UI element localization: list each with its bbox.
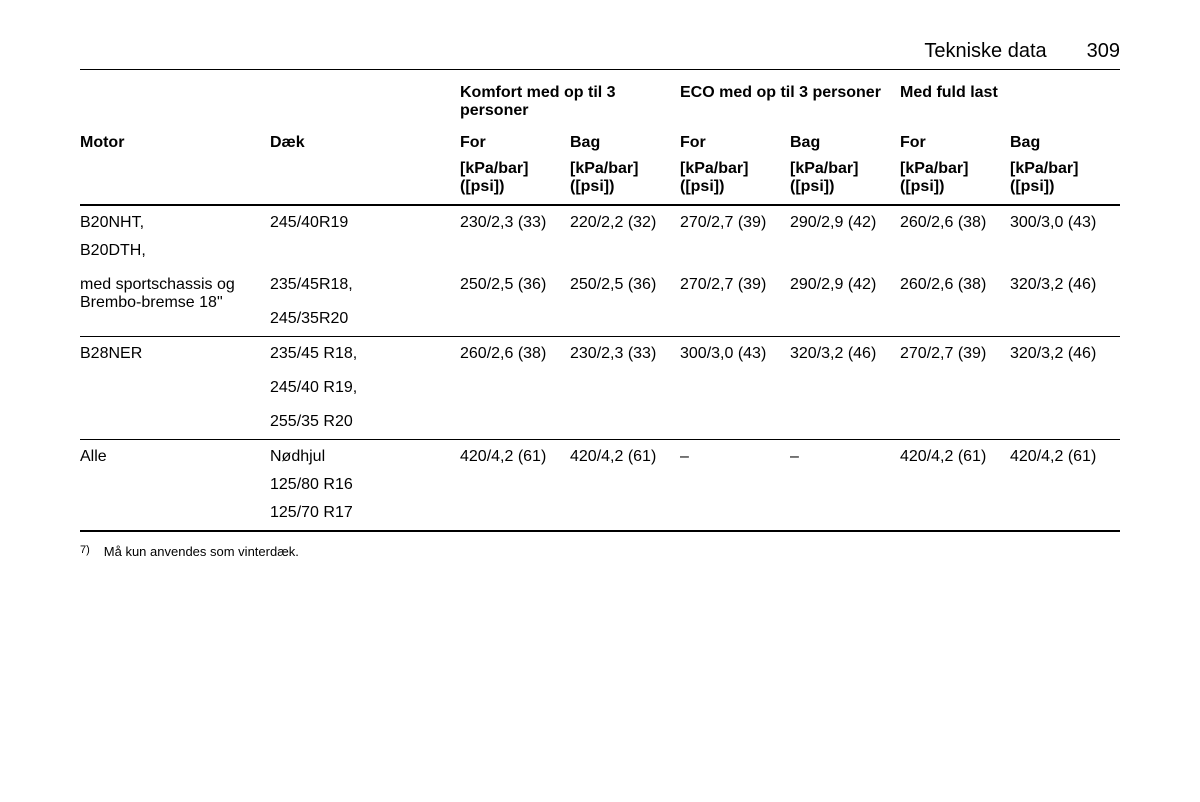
motor-cell: B20NHT, xyxy=(80,206,270,240)
motor-cell: Alle xyxy=(80,440,270,475)
bottom-rule xyxy=(80,530,1120,532)
value-cell: 320/3,2 (46) xyxy=(1010,337,1120,372)
value-cell: 260/2,6 (38) xyxy=(900,206,1010,240)
value-cell: 230/2,3 (33) xyxy=(460,206,570,240)
value-cell: – xyxy=(790,440,900,475)
value-cell: 420/4,2 (61) xyxy=(460,440,570,475)
unit-label: [kPa/bar] ([psi]) xyxy=(1010,156,1120,204)
tyre-cell: 245/35R20 xyxy=(270,302,460,337)
value-cell: 260/2,6 (38) xyxy=(900,268,1010,302)
value-cell: 420/4,2 (61) xyxy=(1010,440,1120,475)
page-header: Tekniske data 309 xyxy=(80,40,1120,63)
value-cell: 270/2,7 (39) xyxy=(680,206,790,240)
value-cell: 420/4,2 (61) xyxy=(570,440,680,475)
table-row: 125/80 R16 xyxy=(80,474,1120,502)
table-group-header-row: Komfort med op til 3 personer ECO med op… xyxy=(80,70,1120,124)
value-cell: 320/3,2 (46) xyxy=(790,337,900,372)
tyre-cell: Nødhjul xyxy=(270,440,460,475)
tyre-cell: 235/45R18, xyxy=(270,268,460,302)
motor-cell: B28NER xyxy=(80,337,270,372)
unit-label: [kPa/bar] ([psi]) xyxy=(570,156,680,204)
value-cell: 300/3,0 (43) xyxy=(1010,206,1120,240)
col-tyre: Dæk xyxy=(270,124,460,156)
value-cell: 320/3,2 (46) xyxy=(1010,268,1120,302)
table-row: 125/70 R17 xyxy=(80,502,1120,530)
tyre-cell: 125/80 R16 xyxy=(270,474,460,502)
value-cell: 300/3,0 (43) xyxy=(680,337,790,372)
col-full-rear: Bag xyxy=(1010,124,1120,156)
unit-label: [kPa/bar] ([psi]) xyxy=(790,156,900,204)
table-unit-header-row: [kPa/bar] ([psi]) [kPa/bar] ([psi]) [kPa… xyxy=(80,156,1120,204)
col-group-full: Med fuld last xyxy=(900,70,1120,124)
col-comfort-front: For xyxy=(460,124,570,156)
col-eco-front: For xyxy=(680,124,790,156)
unit-label: [kPa/bar] ([psi]) xyxy=(460,156,570,204)
col-group-comfort: Komfort med op til 3 personer xyxy=(460,70,680,124)
col-full-front: For xyxy=(900,124,1010,156)
table-row: B20DTH, xyxy=(80,240,1120,268)
value-cell: 290/2,9 (42) xyxy=(790,206,900,240)
tyre-cell: 245/40R19 xyxy=(270,206,460,240)
footnote-marker: 7) xyxy=(80,544,90,561)
value-cell: 420/4,2 (61) xyxy=(900,440,1010,475)
table-row: B20NHT, 245/40R19 230/2,3 (33) 220/2,2 (… xyxy=(80,206,1120,240)
table-row: 255/35 R20 xyxy=(80,405,1120,440)
tyre-cell: 125/70 R17 xyxy=(270,502,460,530)
table-row: Alle Nødhjul 420/4,2 (61) 420/4,2 (61) –… xyxy=(80,440,1120,475)
tyre-pressure-table: Komfort med op til 3 personer ECO med op… xyxy=(80,70,1120,532)
value-cell: – xyxy=(680,440,790,475)
table-row: med sportschassis og Brembo-bremse 18" 2… xyxy=(80,268,1120,302)
value-cell: 220/2,2 (32) xyxy=(570,206,680,240)
motor-cell: med sportschassis og Brembo-bremse 18" xyxy=(80,268,270,337)
section-title: Tekniske data xyxy=(924,40,1046,63)
col-group-eco: ECO med op til 3 personer xyxy=(680,70,900,124)
col-motor: Motor xyxy=(80,124,270,156)
value-cell: 230/2,3 (33) xyxy=(570,337,680,372)
tyre-cell: 245/40 R19, xyxy=(270,371,460,405)
motor-cell: B20DTH, xyxy=(80,240,270,268)
col-comfort-rear: Bag xyxy=(570,124,680,156)
footnote: 7) Må kun anvendes som vinterdæk. xyxy=(80,544,1120,561)
value-cell: 260/2,6 (38) xyxy=(460,337,570,372)
value-cell: 250/2,5 (36) xyxy=(460,268,570,302)
table-column-header-row: Motor Dæk For Bag For Bag For Bag xyxy=(80,124,1120,156)
value-cell: 270/2,7 (39) xyxy=(680,268,790,302)
table-row: B28NER 235/45 R18, 260/2,6 (38) 230/2,3 … xyxy=(80,337,1120,372)
value-cell: 250/2,5 (36) xyxy=(570,268,680,302)
footnote-text: Må kun anvendes som vinterdæk. xyxy=(104,544,299,561)
tyre-cell: 235/45 R18, xyxy=(270,337,460,372)
col-eco-rear: Bag xyxy=(790,124,900,156)
value-cell: 290/2,9 (42) xyxy=(790,268,900,302)
page-number: 309 xyxy=(1087,40,1120,63)
unit-label: [kPa/bar] ([psi]) xyxy=(680,156,790,204)
table-row: 245/40 R19, xyxy=(80,371,1120,405)
unit-label: [kPa/bar] ([psi]) xyxy=(900,156,1010,204)
value-cell: 270/2,7 (39) xyxy=(900,337,1010,372)
tyre-cell: 255/35 R20 xyxy=(270,405,460,440)
